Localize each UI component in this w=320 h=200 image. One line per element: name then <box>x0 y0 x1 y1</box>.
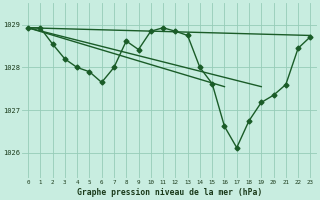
X-axis label: Graphe pression niveau de la mer (hPa): Graphe pression niveau de la mer (hPa) <box>76 188 262 197</box>
